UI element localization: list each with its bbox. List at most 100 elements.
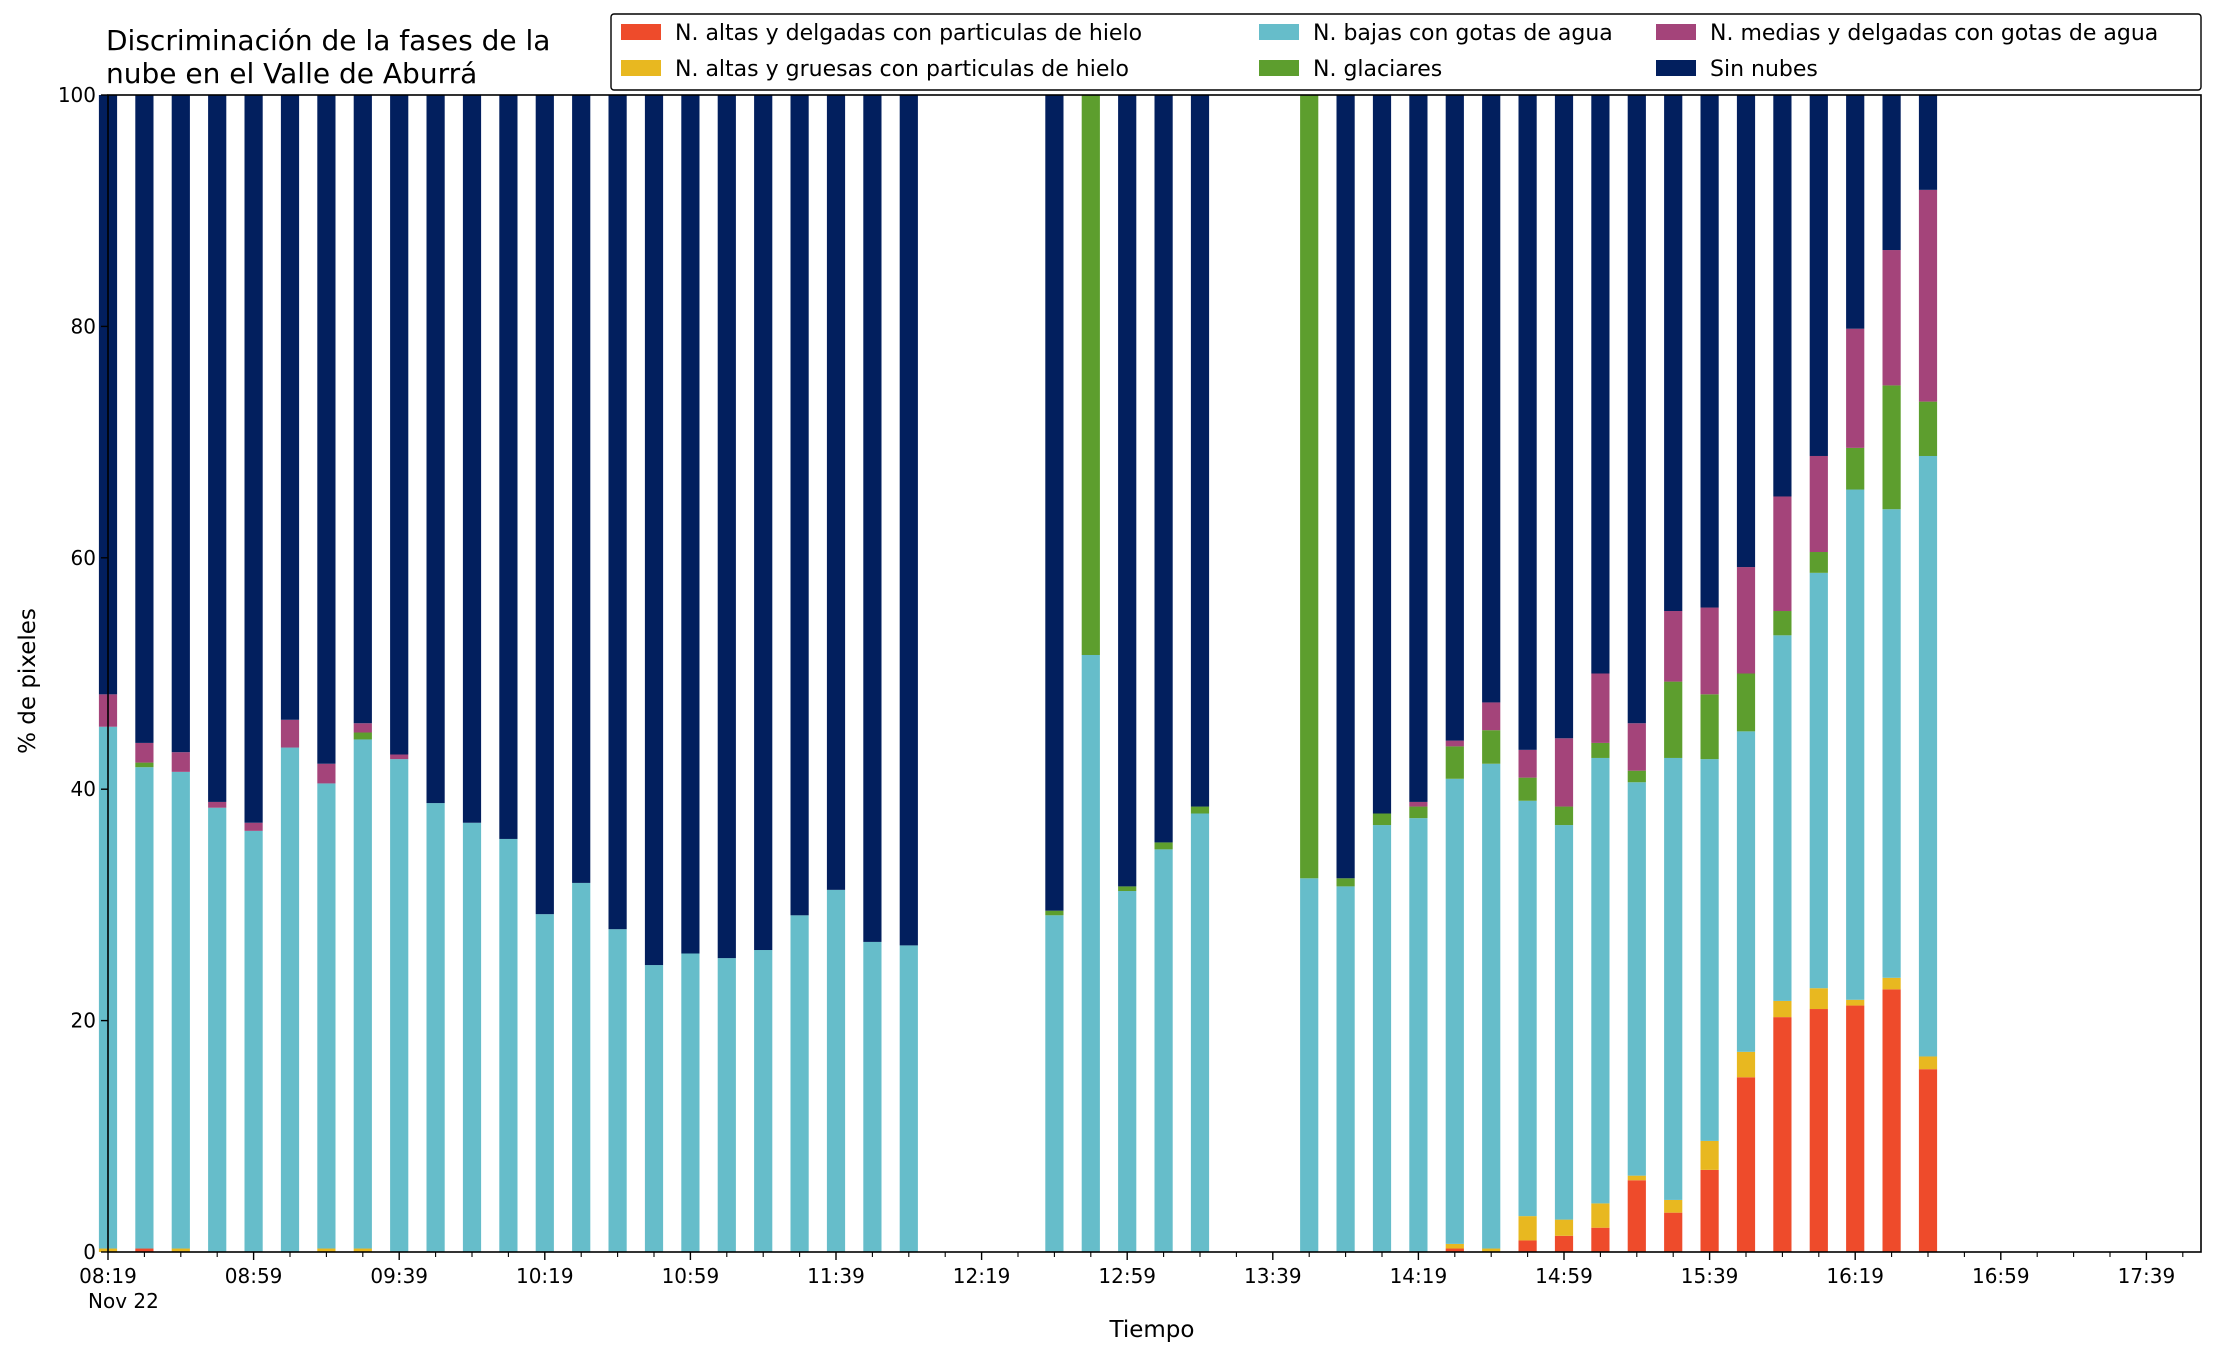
bar-segment-sin-nubes — [1372, 95, 1392, 814]
legend-swatch-altas-gruesas — [621, 60, 661, 76]
legend-label-sin-nubes: Sin nubes — [1710, 57, 1818, 82]
bar-segment-bajas — [644, 965, 664, 1252]
bar-segment-altas-gruesas — [171, 1248, 190, 1252]
bar-segment-glaciares — [1773, 611, 1792, 636]
bar-segment-bajas — [317, 783, 336, 1249]
bar-segment-bajas — [681, 953, 700, 1252]
bar-segment-glaciares — [1118, 886, 1137, 892]
x-tick-label: 16:19 — [1826, 1264, 1884, 1288]
bar-segment-glaciares — [1409, 806, 1428, 819]
bar-segment-glaciares — [1372, 813, 1392, 826]
bar-segment-bajas — [1154, 849, 1173, 1252]
y-tick-label: 0 — [83, 1240, 96, 1264]
y-tick-label: 60 — [71, 546, 96, 570]
x-tick-label: 14:59 — [1535, 1264, 1593, 1288]
bar-segment-glaciares — [1882, 385, 1901, 510]
x-tick-label: 14:19 — [1390, 1264, 1448, 1288]
bar-segment-medias — [1591, 673, 1610, 743]
bar-segment-medias — [1445, 740, 1464, 747]
bar-segment-altas-gruesas — [1736, 1051, 1756, 1078]
x-tick-label: 17:39 — [2118, 1264, 2176, 1288]
bar-segment-bajas — [1118, 891, 1137, 1252]
bar-segment-bajas — [1918, 455, 1938, 1057]
bar-segment-glaciares — [1664, 681, 1683, 758]
bar-segment-sin-nubes — [280, 95, 300, 720]
bar-segment-sin-nubes — [1190, 95, 1210, 807]
bar-segment-sin-nubes — [1664, 95, 1683, 612]
bar-segment-bajas — [499, 838, 518, 1252]
bar-segment-sin-nubes — [608, 95, 627, 930]
bar-segment-medias — [244, 822, 263, 831]
bar-segment-bajas — [1773, 635, 1792, 1001]
bar-segment-glaciares — [1190, 806, 1210, 814]
x-tick-label: 10:59 — [662, 1264, 720, 1288]
x-axis-label: Tiempo — [1109, 1317, 1195, 1343]
bar-segment-glaciares — [1482, 730, 1501, 764]
bar-segment-bajas — [208, 807, 227, 1252]
plot-frame — [107, 94, 2202, 1253]
bar-segment-bajas — [899, 945, 918, 1252]
legend-swatch-sin-nubes — [1656, 60, 1696, 76]
legend-swatch-medias — [1656, 24, 1696, 40]
bar-segment-medias — [1882, 250, 1901, 386]
bar-segment-medias — [353, 723, 372, 733]
bar-segment-altas-delgadas — [1518, 1240, 1537, 1252]
x-tick-label: 12:59 — [1098, 1264, 1156, 1288]
bar-segment-glaciares — [1518, 777, 1537, 801]
bar-segment-sin-nubes — [390, 95, 409, 755]
bar-segment-bajas — [244, 830, 263, 1252]
bar-segment-bajas — [1809, 572, 1828, 989]
bar-segment-glaciares — [135, 762, 154, 768]
x-tick-label: 16:59 — [1972, 1264, 2030, 1288]
bar-segment-altas-delgadas — [1445, 1248, 1464, 1252]
bar-segment-sin-nubes — [572, 95, 591, 883]
bar-segment-sin-nubes — [1518, 95, 1537, 750]
bar-segment-bajas — [1627, 782, 1646, 1176]
bar-segment-sin-nubes — [1700, 95, 1719, 608]
bar-segment-medias — [1627, 723, 1646, 771]
bar-segment-sin-nubes — [353, 95, 372, 724]
bar-segment-bajas — [1445, 778, 1464, 1244]
bar-segment-bajas — [1081, 654, 1100, 1252]
bar-segment-sin-nubes — [717, 95, 736, 959]
bar-segment-altas-gruesas — [317, 1248, 336, 1252]
bar-segment-medias — [1809, 455, 1828, 553]
bar-segment-medias — [135, 742, 154, 763]
bar-segment-sin-nubes — [1846, 95, 1865, 329]
bar-segment-sin-nubes — [899, 95, 918, 946]
bar-segment-bajas — [535, 914, 554, 1252]
bar-segment-sin-nubes — [135, 95, 154, 743]
bar-segment-medias — [1482, 702, 1501, 731]
bar-segment-glaciares — [1554, 806, 1574, 826]
bar-segment-glaciares — [1045, 910, 1064, 916]
bar-segment-medias — [1846, 328, 1865, 448]
y-tick-label: 20 — [71, 1009, 96, 1033]
x-tick-label: 11:39 — [807, 1264, 865, 1288]
bar-segment-bajas — [280, 747, 300, 1252]
y-tick-label: 80 — [71, 314, 96, 338]
bar-segment-sin-nubes — [1736, 95, 1756, 568]
legend: N. altas y delgadas con particulas de hi… — [610, 13, 2202, 91]
bar-segment-sin-nubes — [1336, 95, 1355, 879]
bar-segment-sin-nubes — [1154, 95, 1173, 843]
bar-segment-medias — [1736, 567, 1756, 674]
chart-title-line-1: Discriminación de la fases de la — [106, 24, 550, 57]
bar-segment-bajas — [863, 941, 882, 1252]
legend-swatch-altas-delgadas — [621, 24, 661, 40]
bar-segment-medias — [1700, 607, 1719, 695]
bar-segment-glaciares — [1809, 552, 1828, 573]
bar-segment-glaciares — [1445, 746, 1464, 779]
bar-segment-sin-nubes — [171, 95, 190, 753]
bar-segment-sin-nubes — [1118, 95, 1137, 887]
y-axis-label: % de pixeles — [15, 608, 41, 754]
bar-segment-bajas — [608, 929, 627, 1252]
legend-label-bajas: N. bajas con gotas de agua — [1313, 21, 1613, 46]
bar-segment-bajas — [754, 950, 773, 1252]
bar-segment-altas-delgadas — [1627, 1180, 1646, 1252]
bar-segment-medias — [1409, 801, 1428, 807]
bar-segment-bajas — [462, 822, 482, 1252]
bar-segment-sin-nubes — [244, 95, 263, 823]
bar-segment-medias — [390, 754, 409, 760]
bar-segment-altas-gruesas — [1627, 1175, 1646, 1181]
